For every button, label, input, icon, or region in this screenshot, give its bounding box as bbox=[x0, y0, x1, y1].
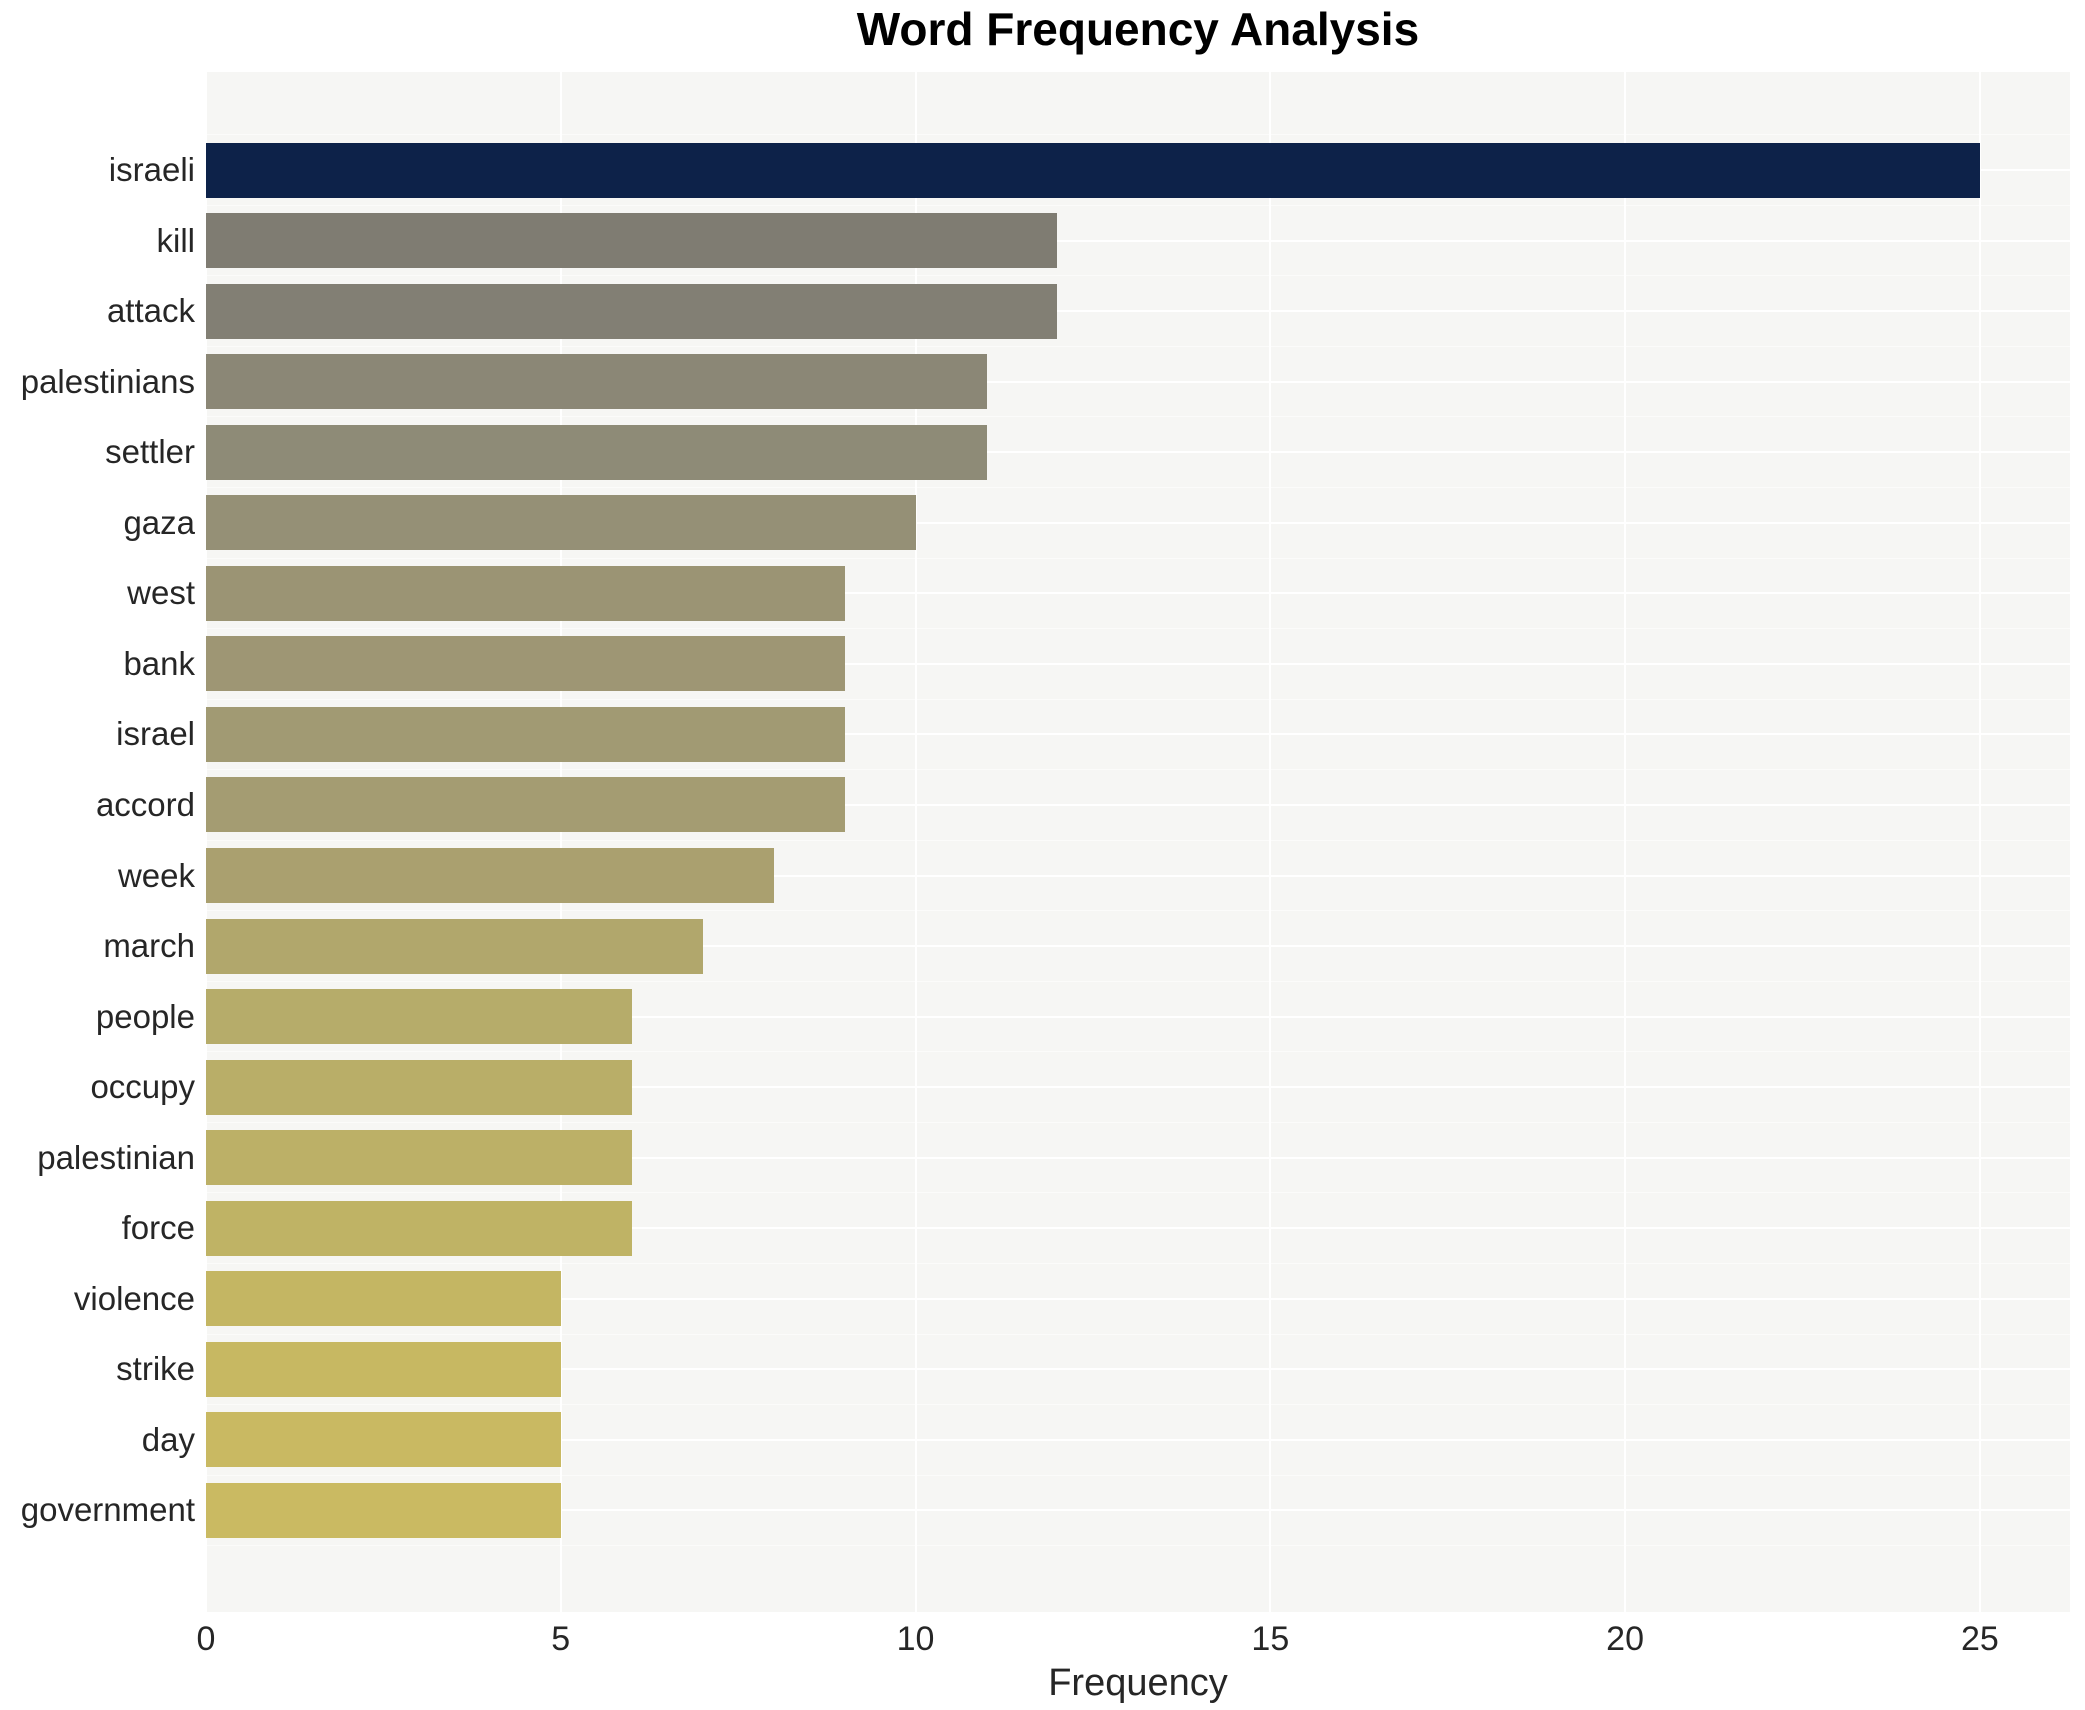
x-tick-label: 15 bbox=[1251, 1620, 1290, 1658]
gridline-horizontal-minor bbox=[206, 1121, 2070, 1123]
gridline-horizontal bbox=[206, 1438, 2070, 1441]
gridline-vertical bbox=[1624, 72, 1627, 1612]
bar-israel bbox=[206, 706, 845, 762]
bar-palestinian bbox=[206, 1130, 632, 1186]
bar-palestinians bbox=[206, 354, 987, 410]
y-category-label: palestinians bbox=[20, 362, 195, 400]
gridline-horizontal-minor bbox=[206, 557, 2070, 559]
y-category-label: occupy bbox=[90, 1068, 195, 1106]
y-category-label: palestinian bbox=[37, 1138, 195, 1176]
gridline-horizontal-minor bbox=[206, 910, 2070, 912]
gridline-horizontal-minor bbox=[206, 416, 2070, 418]
x-tick-label: 10 bbox=[896, 1620, 935, 1658]
gridline-horizontal bbox=[206, 803, 2070, 806]
gridline-horizontal-minor bbox=[206, 980, 2070, 982]
bar-violence bbox=[206, 1271, 561, 1327]
bar-march bbox=[206, 918, 703, 974]
y-category-label: government bbox=[20, 1491, 195, 1529]
bar-force bbox=[206, 1200, 632, 1256]
chart-title: Word Frequency Analysis bbox=[856, 3, 1420, 55]
gridline-horizontal bbox=[206, 733, 2070, 736]
gridline-horizontal bbox=[206, 945, 2070, 948]
y-category-label: week bbox=[117, 856, 195, 894]
gridline-horizontal-minor bbox=[206, 628, 2070, 630]
bar-strike bbox=[206, 1341, 561, 1397]
gridline-horizontal-minor bbox=[206, 1051, 2070, 1053]
gridline-horizontal-minor bbox=[206, 275, 2070, 277]
bar-kill bbox=[206, 213, 1058, 269]
gridline-horizontal-minor bbox=[206, 1333, 2070, 1335]
y-category-label: west bbox=[127, 574, 195, 612]
gridline-vertical bbox=[559, 72, 562, 1612]
bar-government bbox=[206, 1482, 561, 1538]
x-tick-label: 25 bbox=[1960, 1620, 1999, 1658]
gridline-horizontal-minor bbox=[206, 1545, 2070, 1547]
bar-occupy bbox=[206, 1059, 632, 1115]
y-category-label: israeli bbox=[108, 151, 195, 188]
x-tick-label: 5 bbox=[551, 1620, 571, 1658]
gridline-horizontal-minor bbox=[206, 134, 2070, 136]
gridline-horizontal bbox=[206, 1015, 2070, 1018]
gridline-horizontal-minor bbox=[206, 204, 2070, 206]
gridline-horizontal-minor bbox=[206, 1404, 2070, 1406]
bar-attack bbox=[206, 283, 1058, 339]
gridline-vertical bbox=[206, 72, 207, 1612]
bar-people bbox=[206, 989, 632, 1045]
gridline-vertical bbox=[1269, 72, 1272, 1612]
gridline-vertical bbox=[914, 72, 917, 1612]
gridline-horizontal bbox=[206, 451, 2070, 454]
bar-gaza bbox=[206, 495, 916, 551]
gridline-horizontal-minor bbox=[206, 1263, 2070, 1265]
gridline-vertical bbox=[1978, 72, 1981, 1612]
gridline-horizontal bbox=[206, 1227, 2070, 1230]
gridline-horizontal bbox=[206, 1368, 2070, 1371]
gridline-horizontal-minor bbox=[206, 486, 2070, 488]
gridline-horizontal bbox=[206, 662, 2070, 665]
y-category-label: people bbox=[95, 997, 195, 1035]
gridline-horizontal bbox=[206, 1297, 2070, 1300]
x-tick-label: 20 bbox=[1606, 1620, 1644, 1658]
y-category-label: violence bbox=[73, 1279, 195, 1317]
y-category-label: attack bbox=[106, 292, 195, 330]
y-category-label: israel bbox=[116, 715, 195, 753]
gridline-horizontal-minor bbox=[206, 1192, 2070, 1194]
bar-accord bbox=[206, 777, 845, 833]
gridline-horizontal-minor bbox=[206, 345, 2070, 347]
bar-israeli bbox=[206, 142, 1980, 198]
gridline-horizontal bbox=[206, 874, 2070, 877]
gridline-horizontal-minor bbox=[206, 1474, 2070, 1476]
gridline-horizontal bbox=[206, 1086, 2070, 1089]
bar-settler bbox=[206, 424, 987, 480]
y-category-label: settler bbox=[105, 433, 195, 471]
gridline-horizontal bbox=[206, 1156, 2070, 1159]
x-tick-label: 0 bbox=[196, 1620, 216, 1658]
bar-west bbox=[206, 565, 845, 621]
y-category-label: force bbox=[121, 1209, 195, 1247]
gridline-horizontal bbox=[206, 592, 2070, 595]
y-category-label: bank bbox=[123, 644, 195, 682]
gridline-horizontal-minor bbox=[206, 698, 2070, 700]
gridline-horizontal bbox=[206, 310, 2070, 313]
y-category-label: gaza bbox=[123, 503, 195, 541]
gridline-horizontal bbox=[206, 380, 2070, 383]
gridline-horizontal-minor bbox=[206, 839, 2070, 841]
y-category-label: march bbox=[103, 927, 195, 965]
y-category-label: kill bbox=[156, 221, 196, 259]
gridline-horizontal bbox=[206, 239, 2070, 242]
plot-area bbox=[206, 72, 2070, 1612]
bar-bank bbox=[206, 636, 845, 692]
x-axis-label: Frequency bbox=[1048, 1662, 1228, 1704]
gridline-horizontal bbox=[206, 1509, 2070, 1512]
gridline-horizontal bbox=[206, 521, 2070, 524]
y-category-label: strike bbox=[116, 1350, 195, 1388]
y-category-label: accord bbox=[95, 785, 195, 823]
bar-day bbox=[206, 1412, 561, 1468]
bar-week bbox=[206, 848, 774, 903]
y-category-label: day bbox=[141, 1420, 195, 1458]
gridline-horizontal-minor bbox=[206, 769, 2070, 771]
